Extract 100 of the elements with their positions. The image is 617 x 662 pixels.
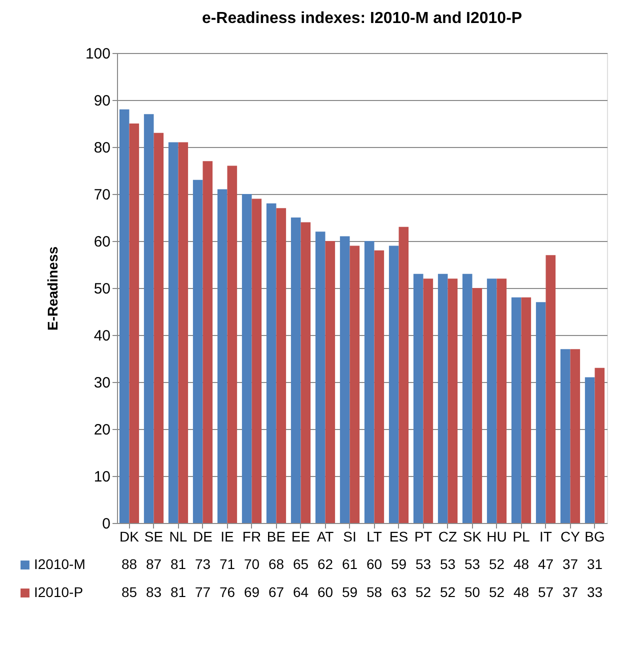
data-label: 69 xyxy=(244,584,260,600)
bar xyxy=(168,142,178,523)
x-tick-label: AT xyxy=(316,528,334,544)
bar xyxy=(546,255,556,523)
bar xyxy=(350,246,360,523)
bar xyxy=(242,194,252,523)
x-tick-label: HU xyxy=(486,528,507,544)
bar xyxy=(129,124,140,523)
bar xyxy=(290,218,301,523)
y-tick-label: 70 xyxy=(94,186,110,204)
y-tick-label: 20 xyxy=(94,422,110,438)
x-tick-label: SI xyxy=(343,528,356,544)
bar xyxy=(227,166,238,523)
y-tick-label: 30 xyxy=(94,374,110,392)
data-label: 52 xyxy=(440,584,456,600)
data-label: 63 xyxy=(390,584,407,600)
data-label: 68 xyxy=(268,556,284,572)
y-tick-label: 40 xyxy=(94,328,110,344)
x-tick-label: FR xyxy=(242,528,262,544)
bar xyxy=(325,241,336,523)
bar xyxy=(178,142,188,523)
y-tick-label: 0 xyxy=(102,516,110,532)
bar xyxy=(388,246,399,523)
x-tick-label: CY xyxy=(560,528,581,544)
bar xyxy=(536,302,546,523)
x-tick-label: BE xyxy=(266,528,286,544)
x-tick-label: LT xyxy=(366,528,382,544)
data-label: 31 xyxy=(586,556,603,572)
y-tick-label: 10 xyxy=(94,468,110,486)
bar xyxy=(511,297,522,523)
x-tick-label: IT xyxy=(540,528,552,544)
data-label: 65 xyxy=(292,556,309,572)
data-label: 53 xyxy=(440,556,456,572)
bar xyxy=(560,349,570,523)
bar xyxy=(472,288,482,523)
data-label: 50 xyxy=(464,584,480,600)
x-tick-label: SK xyxy=(462,528,482,544)
data-label: 59 xyxy=(390,556,407,572)
data-label: 37 xyxy=(562,584,578,600)
bar xyxy=(521,297,532,523)
bar xyxy=(252,198,262,523)
data-label: 62 xyxy=(317,556,334,572)
bar xyxy=(119,109,130,523)
data-label: 37 xyxy=(562,556,578,572)
data-label: 52 xyxy=(488,556,505,572)
data-label: 85 xyxy=(121,584,138,600)
bar xyxy=(486,278,497,523)
bar xyxy=(594,368,605,523)
data-label: 67 xyxy=(268,584,284,600)
data-label: 48 xyxy=(513,556,530,572)
data-label: 58 xyxy=(366,584,382,600)
y-tick-label: 80 xyxy=(94,140,110,156)
bar xyxy=(413,274,424,523)
data-label: 48 xyxy=(513,584,530,600)
x-tick-label: SE xyxy=(144,528,164,544)
x-tick-label: ES xyxy=(389,528,408,544)
data-label: 33 xyxy=(586,584,603,600)
data-label: 60 xyxy=(317,584,334,600)
data-label: 61 xyxy=(342,556,358,572)
y-tick-label: 90 xyxy=(94,92,110,110)
x-tick-label: PT xyxy=(414,528,433,544)
x-tick-label: EE xyxy=(291,528,310,544)
x-tick-label: CZ xyxy=(438,528,458,544)
data-label: 47 xyxy=(538,556,554,572)
data-label: 70 xyxy=(244,556,260,572)
bar xyxy=(364,241,374,523)
bar xyxy=(340,236,350,523)
bar xyxy=(202,161,213,523)
bar xyxy=(448,278,458,523)
bar xyxy=(570,349,580,523)
bar xyxy=(374,250,384,523)
bar xyxy=(315,232,326,523)
x-tick-label: DE xyxy=(193,528,212,544)
data-label: 52 xyxy=(488,584,505,600)
y-tick-label: 50 xyxy=(94,280,110,298)
bar xyxy=(398,226,409,523)
x-tick-label: NL xyxy=(169,528,188,544)
data-label: 59 xyxy=(342,584,358,600)
bar xyxy=(276,208,286,523)
y-tick-label: 60 xyxy=(94,234,110,250)
data-label: 57 xyxy=(538,584,554,600)
data-label: 52 xyxy=(415,584,432,600)
data-label: 81 xyxy=(170,556,186,572)
bar xyxy=(496,278,507,523)
x-tick-label: DK xyxy=(120,528,140,544)
data-label: 76 xyxy=(219,584,236,600)
data-label: 53 xyxy=(464,556,480,572)
data-label: 87 xyxy=(146,556,162,572)
y-axis-title: E-Readiness xyxy=(44,246,60,331)
data-label: 53 xyxy=(415,556,432,572)
legend-label: I2010-M xyxy=(34,556,86,572)
bar xyxy=(217,189,228,523)
bar xyxy=(154,132,164,523)
bar xyxy=(192,180,203,523)
data-label: 73 xyxy=(194,556,211,572)
bar xyxy=(300,222,311,523)
x-tick-label: PL xyxy=(512,528,530,544)
bar xyxy=(423,278,434,523)
y-tick-label: 100 xyxy=(85,46,110,62)
bar xyxy=(144,114,154,523)
